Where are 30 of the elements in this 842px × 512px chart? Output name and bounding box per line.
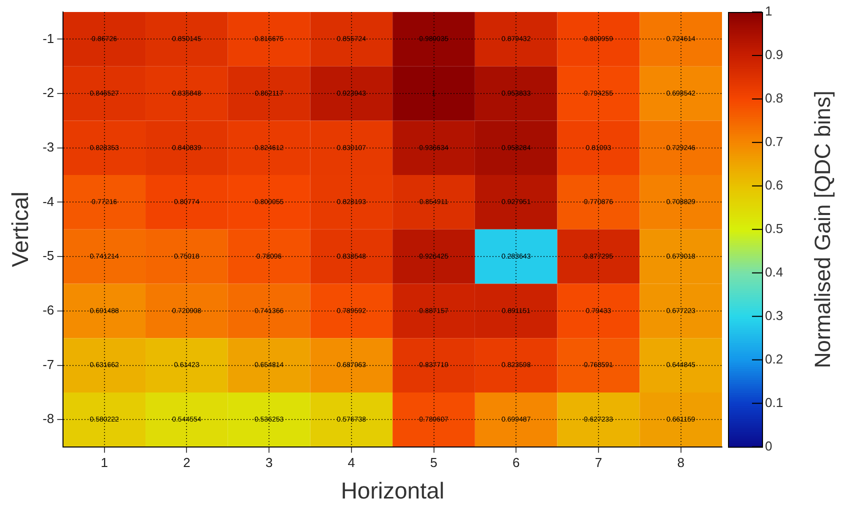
color-bar-label: 0	[765, 438, 772, 454]
x-tick-label: 2	[183, 455, 190, 470]
x-tick-label: 3	[265, 455, 273, 470]
color-bar-label: 0.1	[765, 394, 784, 410]
color-bar-label: 0.7	[765, 134, 784, 150]
y-tick-label: -2	[42, 85, 54, 100]
color-bar-label: 0.5	[765, 220, 784, 236]
y-axis-title: Vertical	[7, 192, 34, 268]
color-bar-label: 0.3	[765, 308, 784, 323]
x-tick-label: 1	[100, 455, 108, 470]
y-tick-label: -4	[42, 194, 54, 209]
y-tick-label: -1	[42, 30, 54, 46]
x-tick-label: 4	[348, 455, 356, 470]
y-tick-label: -5	[42, 248, 54, 264]
color-bar-label: 0.2	[765, 351, 784, 366]
color-bar-label: 0.9	[765, 47, 784, 62]
color-bar-title: Normalised Gain [QDC bins]	[810, 90, 836, 368]
x-tick-label: 5	[430, 455, 438, 470]
color-bar-label: 1	[765, 4, 772, 19]
color-bar-label: 0.8	[765, 90, 784, 106]
y-tick-label: -7	[42, 356, 54, 372]
color-bar-label: 0.6	[765, 178, 784, 192]
y-tick-label: -8	[42, 411, 54, 426]
x-tick-label: 6	[512, 455, 520, 470]
y-tick-label: -6	[42, 302, 54, 318]
y-tick-label: -3	[42, 139, 54, 154]
x-tick-label: 8	[677, 455, 684, 470]
x-tick-label: 7	[594, 455, 602, 470]
color-bar-label: 0.4	[765, 264, 784, 280]
x-axis-title: Horizontal	[340, 478, 444, 504]
